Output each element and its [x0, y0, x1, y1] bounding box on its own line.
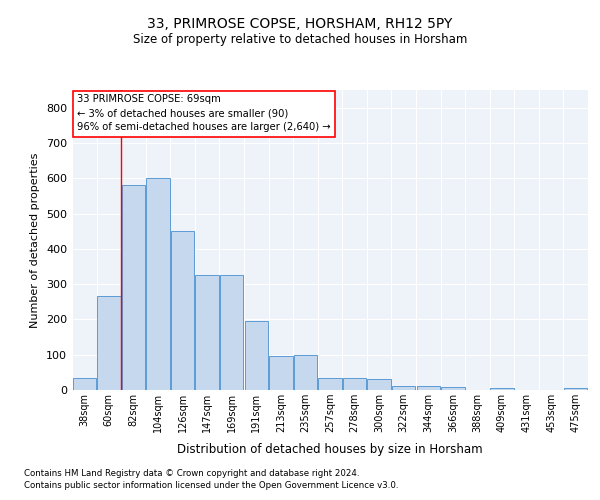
Bar	[171, 231, 194, 390]
Text: Contains HM Land Registry data © Crown copyright and database right 2024.: Contains HM Land Registry data © Crown c…	[24, 468, 359, 477]
Bar	[73, 378, 96, 390]
Text: 33 PRIMROSE COPSE: 69sqm
← 3% of detached houses are smaller (90)
96% of semi-de: 33 PRIMROSE COPSE: 69sqm ← 3% of detache…	[77, 94, 331, 132]
Bar	[416, 386, 440, 390]
Bar	[220, 274, 244, 390]
Bar	[196, 274, 219, 390]
Bar	[269, 356, 293, 390]
Bar	[319, 378, 341, 390]
Y-axis label: Number of detached properties: Number of detached properties	[31, 152, 40, 328]
Bar	[294, 354, 317, 390]
Bar	[441, 387, 464, 390]
Text: Size of property relative to detached houses in Horsham: Size of property relative to detached ho…	[133, 32, 467, 46]
Text: Distribution of detached houses by size in Horsham: Distribution of detached houses by size …	[177, 442, 483, 456]
Bar	[343, 378, 366, 390]
Text: Contains public sector information licensed under the Open Government Licence v3: Contains public sector information licen…	[24, 481, 398, 490]
Bar	[97, 296, 121, 390]
Bar	[490, 388, 514, 390]
Bar	[146, 178, 170, 390]
Bar	[122, 186, 145, 390]
Bar	[564, 388, 587, 390]
Bar	[245, 321, 268, 390]
Bar	[367, 380, 391, 390]
Text: 33, PRIMROSE COPSE, HORSHAM, RH12 5PY: 33, PRIMROSE COPSE, HORSHAM, RH12 5PY	[148, 18, 452, 32]
Bar	[392, 386, 415, 390]
